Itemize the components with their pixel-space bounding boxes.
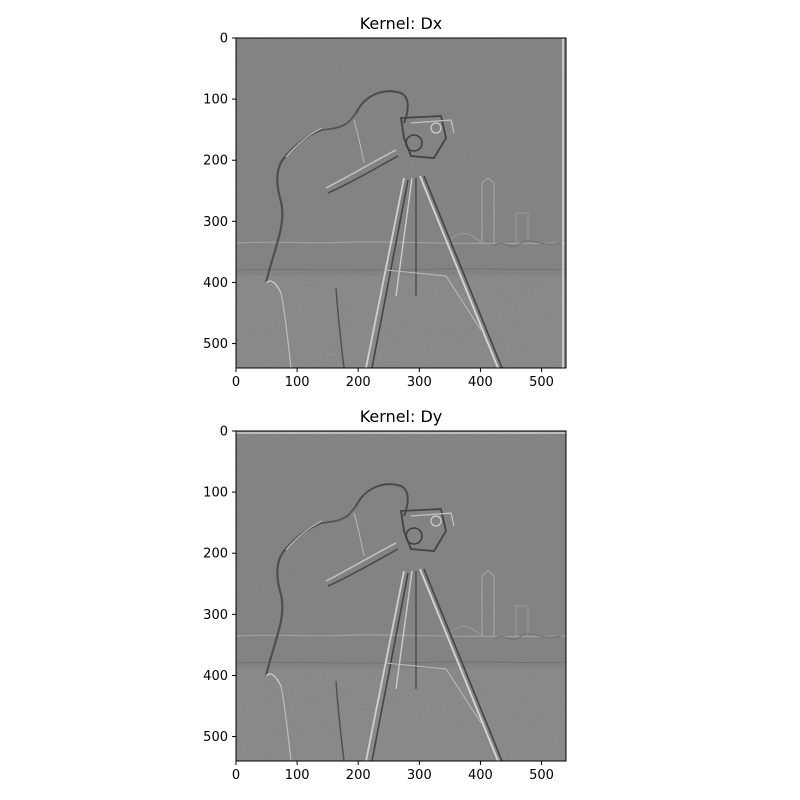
x-tick-label: 200 <box>346 768 371 783</box>
x-tick-label: 400 <box>468 375 493 390</box>
x-tick-label: 500 <box>529 768 554 783</box>
axes-frame <box>235 37 567 369</box>
x-tick-label: 0 <box>232 768 240 783</box>
y-tick-label: 100 <box>203 486 228 501</box>
x-tick-label: 300 <box>407 768 432 783</box>
y-tick-label: 200 <box>203 154 228 169</box>
y-tick-label: 300 <box>203 215 228 230</box>
y-tick-label: 400 <box>203 276 228 291</box>
x-tick-label: 400 <box>468 768 493 783</box>
x-tick-label: 300 <box>407 375 432 390</box>
y-tick-label: 200 <box>203 547 228 562</box>
x-tick-label: 500 <box>529 375 554 390</box>
x-tick-label: 100 <box>285 375 310 390</box>
y-tick-label: 0 <box>220 425 228 440</box>
y-tick-label: 100 <box>203 93 228 108</box>
x-tick-label: 100 <box>285 768 310 783</box>
axes-frame <box>235 430 567 762</box>
x-tick-label: 200 <box>346 375 371 390</box>
y-tick-label: 400 <box>203 669 228 684</box>
filtered-image <box>236 38 566 368</box>
panel-dx: Kernel: Dx 0 100 200 300 400 500 0 100 200 300 400 5… <box>203 14 567 390</box>
filtered-image <box>236 431 566 761</box>
panel-title: Kernel: Dx <box>360 14 443 33</box>
y-tick-label: 300 <box>203 608 228 623</box>
panel-title: Kernel: Dy <box>360 407 443 426</box>
x-tick-label: 0 <box>232 375 240 390</box>
panel-dy: Kernel: Dy 0 100 200 300 400 500 0 100 200 300 400 5… <box>203 407 567 783</box>
y-tick-label: 500 <box>203 337 228 352</box>
y-tick-label: 500 <box>203 730 228 745</box>
y-tick-label: 0 <box>220 32 228 47</box>
